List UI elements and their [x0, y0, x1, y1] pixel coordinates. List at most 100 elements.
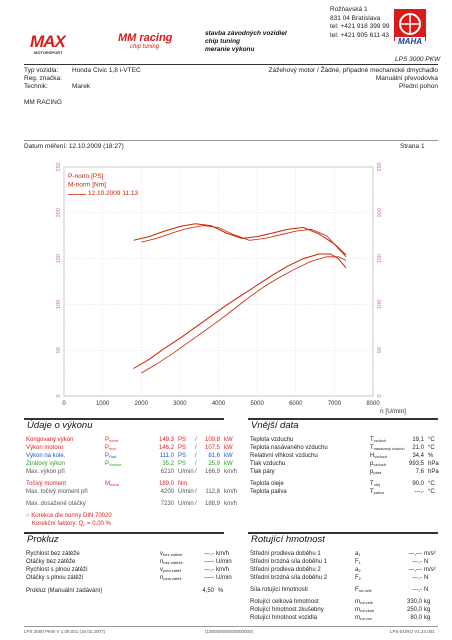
- tagline-line: stavba závodných vozidiel: [205, 30, 287, 37]
- x-tick-label: 5000: [250, 401, 264, 407]
- mm-racing-logo-text: MM racing: [118, 32, 173, 44]
- vykon-value-1: 111,0: [159, 453, 174, 459]
- mm-racing-logo-sub: chip tuning: [130, 44, 160, 50]
- rotacni-unit: kg: [424, 615, 431, 621]
- y-tick-label: 200: [377, 208, 383, 217]
- symbol-subscript: Rad: [109, 454, 117, 459]
- rotacni-row-label: Střední prodleva doběhu 1: [250, 551, 321, 557]
- vnejsi-row-label: Teplota oleje: [250, 481, 284, 487]
- symbol-subscript: rot.voz: [360, 616, 373, 621]
- tagline-line: chip tuning: [205, 38, 241, 45]
- vykon-value-2: 81,6: [208, 453, 220, 459]
- measurement-date: Datum měření: 12.10.2009 (18:27): [24, 143, 124, 150]
- address-block: Rožňavská 1 831 04 Bratislava tel: +421 …: [330, 6, 389, 40]
- rotacni-value: ---,-: [412, 587, 422, 593]
- maha-logo: MAHA: [393, 8, 427, 48]
- legend-entry: 12.10.2009 11:13: [88, 190, 139, 197]
- vykon-row-label: Výkon na kole.: [26, 453, 66, 459]
- header-divider: [24, 64, 438, 65]
- symbol-subscript: rot.zkuš: [360, 608, 375, 613]
- rotacni-row-label: Síla rotující hmotnosti: [250, 587, 308, 593]
- vykon-separator: /: [195, 437, 197, 443]
- symbol: mrot.celk: [355, 599, 373, 605]
- legend-entry: P-norm [PS]: [68, 173, 104, 180]
- rotacni-title: Rotující hmotnost: [251, 534, 325, 545]
- symbol-subscript: rot.celk: [358, 588, 372, 593]
- prokluz-row-label: Rychlost s plnou zátěží: [26, 567, 88, 573]
- page-number: Strana 1: [400, 143, 425, 150]
- vykon-value-2: 112,8: [205, 489, 220, 495]
- vehicle-type-value: Honda Civic 1,8 i-VTEC: [72, 67, 141, 74]
- vnejsi-value: ---,-: [414, 489, 424, 495]
- symbol-subscript: plná zátěž: [163, 568, 182, 573]
- rotacni-unit: kg: [424, 607, 431, 613]
- vykon-separator: /: [195, 453, 197, 459]
- maha-logo-text: MAHA: [398, 37, 422, 46]
- y-tick-label: 150: [377, 254, 383, 263]
- reg-label: Reg. značka:: [24, 75, 62, 82]
- x-tick-label: 0: [62, 401, 66, 407]
- vnejsi-unit: %: [428, 453, 434, 459]
- y-tick-label: 100: [377, 300, 383, 309]
- symbol-subscript: nasávaný vzduch: [373, 446, 405, 451]
- page-value: 1: [420, 143, 425, 150]
- vnejsi-unit: °C: [428, 437, 435, 443]
- vykon-row-label: Max. výkon při: [26, 469, 65, 475]
- y-tick-label: 50: [377, 347, 383, 353]
- prokluz-row-label: Otáčky bez zátěže: [26, 559, 76, 565]
- symbol: F2: [355, 575, 361, 581]
- x-tick-label: 7000: [328, 401, 342, 407]
- prokluz-row-label: Rychlost bez zátěže: [26, 551, 80, 557]
- y-tick-label: 50: [56, 347, 62, 353]
- max-logo-sub: MOTORSPORT: [34, 50, 63, 55]
- technician-label: Technik:: [24, 83, 48, 90]
- symbol: PRad: [105, 453, 117, 459]
- address-line: 831 04 Bratislava: [330, 14, 381, 22]
- rotacni-row-label: Rotující celková hmotnost: [250, 599, 319, 605]
- vykon-value-1: 189,0: [158, 481, 174, 487]
- footer-divider: [24, 626, 438, 627]
- address-line: tel: +421 905 611 43: [330, 31, 389, 39]
- vykon-value-2: [196, 480, 220, 488]
- symbol: Pmot: [105, 445, 116, 451]
- prokluz-unit: km/h: [216, 551, 230, 557]
- y-tick-label: 250: [377, 162, 383, 171]
- rotacni-unit: m/s²: [424, 551, 436, 557]
- symbol: Tolej: [370, 481, 380, 487]
- vykon-unit-1: U/min: [178, 489, 194, 495]
- vykon-unit-2: kW: [224, 453, 233, 459]
- vnejsi-row-label: Teplota vzduchu: [250, 437, 294, 443]
- vykon-value-2: 109,8: [204, 437, 220, 443]
- rotacni-value: ---,-: [412, 575, 422, 581]
- note: MM RACING: [24, 99, 62, 106]
- prokluz-value: ---,-: [204, 567, 214, 573]
- vnejsi-title: Vnější data: [251, 420, 299, 431]
- vnejsi-value: 34,4: [412, 453, 424, 459]
- vykon-unit-1: U/min: [178, 501, 194, 507]
- vykon-separator: /: [195, 469, 197, 475]
- vykon-value-1: 6210: [160, 469, 174, 475]
- y-tick-label: 100: [56, 300, 62, 309]
- address-line: Rožňavská 1: [330, 6, 368, 13]
- prokluz-value: ---,-: [204, 551, 214, 557]
- vehicle-type-label: Typ vozidla:: [24, 67, 59, 74]
- model-name: LPS 3000 PKW: [395, 56, 441, 63]
- vnejsi-value: 993,5: [408, 461, 424, 467]
- transmission-info: Manuální převodovka: [375, 75, 438, 82]
- prokluz-unit: U/min: [216, 559, 232, 565]
- vykon-row-label: Korigovaný výkon: [26, 437, 74, 443]
- rotacni-row-label: Střední brzdná síla doběhu 1: [250, 559, 328, 565]
- symbol-subscript: norm: [110, 482, 120, 487]
- footer-mid: (100000000000000000): [205, 629, 254, 634]
- x-tick-label: 8000: [366, 401, 380, 407]
- vykon-title: Údaje o výkonu: [27, 420, 93, 431]
- symbol: Hvzduch: [370, 453, 388, 459]
- rotacni-unit: m/s²: [424, 567, 436, 573]
- prokluz-manual-value: 4,50: [202, 588, 214, 594]
- symbol-subscript: mot: [109, 446, 116, 451]
- symbol-subscript: vzduch: [373, 462, 387, 467]
- prokluz-unit: U/min: [216, 575, 232, 581]
- max-logo: MAX MOTORSPORT: [30, 33, 92, 56]
- symbol: a1: [355, 551, 361, 557]
- prokluz-title: Prokluz: [27, 534, 59, 545]
